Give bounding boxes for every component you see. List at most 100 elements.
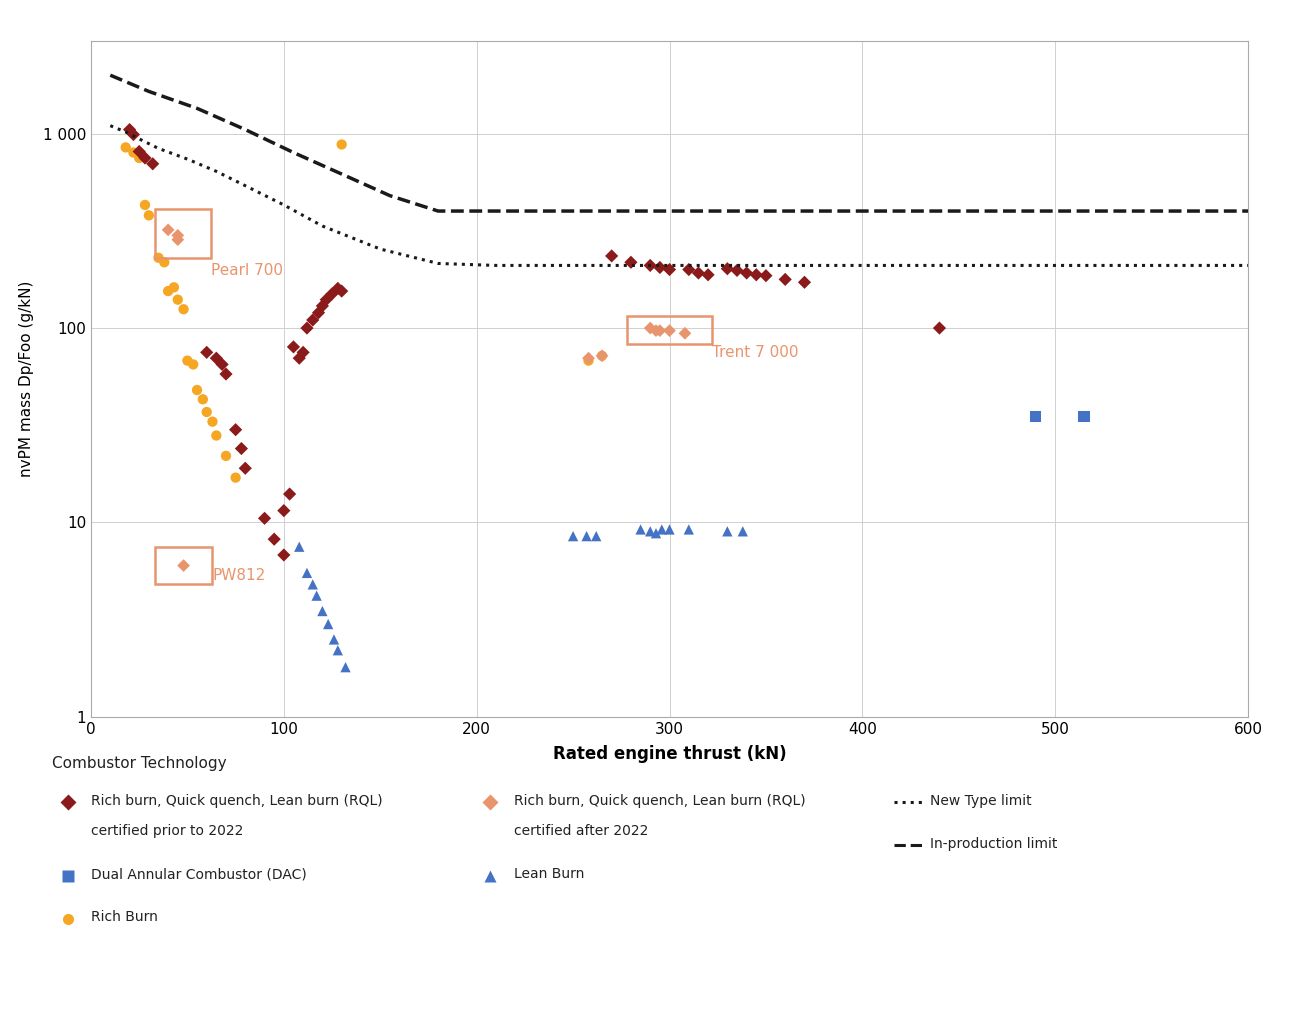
Point [231,440,252,457]
Text: Pearl 700: Pearl 700 [211,263,282,279]
Point [630,521,651,538]
Point [196,403,217,420]
Point [755,267,776,284]
Point [592,347,612,364]
Point [124,144,144,161]
Point [324,631,344,647]
Point [153,254,174,270]
Point [196,344,217,360]
Text: Trent 7 000: Trent 7 000 [712,345,798,359]
Point [303,312,324,329]
Point [157,221,178,238]
Point [646,525,667,542]
Point [675,325,696,341]
Point [296,564,317,581]
Point [659,521,680,538]
Point [296,319,317,336]
Text: PW812: PW812 [212,568,265,584]
Text: New Type limit: New Type limit [930,794,1031,808]
Point [124,126,144,142]
Point [592,347,612,364]
Text: certified after 2022: certified after 2022 [514,824,647,839]
Point [192,391,213,408]
Point [679,261,699,278]
Point [659,323,680,339]
Point [235,460,256,476]
Point [292,344,313,360]
Point [255,510,276,526]
Point [1026,409,1046,425]
Text: In-production limit: In-production limit [930,837,1057,851]
Point [586,528,607,545]
Point [225,469,246,485]
Point [688,265,709,282]
Point [139,207,160,223]
Point [794,274,815,291]
Point [732,523,753,540]
Point [135,150,156,166]
Point [187,382,208,398]
Point [640,257,660,273]
Point [335,659,356,676]
Point [1074,409,1095,425]
Point [679,521,699,538]
Point [135,197,156,213]
Point [116,139,136,156]
Point [736,265,757,282]
Point [718,523,738,540]
Point [205,350,226,367]
Point [120,122,140,138]
Point [640,319,660,336]
Point [576,528,597,545]
Point [205,427,226,443]
Point [173,557,194,573]
Point [578,352,599,369]
Point [168,231,188,248]
Point [212,356,233,373]
Point [646,323,667,339]
Point [578,350,599,367]
Point [312,603,333,620]
Point [930,319,950,336]
Point [308,304,329,321]
Point [273,503,294,519]
Bar [155,547,212,585]
Point [280,485,300,502]
Bar [155,209,211,258]
Text: certified prior to 2022: certified prior to 2022 [91,824,243,839]
Point [332,136,352,153]
Point [328,642,348,658]
Point [129,143,150,160]
Point [148,250,169,266]
Point [164,280,185,296]
Point [142,156,162,172]
Point [640,523,660,540]
Point [775,271,796,288]
Point [168,227,188,244]
Point [317,615,338,632]
Point [303,577,324,593]
Point [650,259,671,275]
Point [601,248,621,264]
Point [321,286,342,302]
Point [202,414,222,430]
Point [307,588,328,604]
Point [698,266,719,283]
Point [177,352,198,369]
Point [289,350,309,367]
Text: Rich burn, Quick quench, Lean burn (RQL): Rich burn, Quick quench, Lean burn (RQL) [514,794,805,808]
Point [129,150,150,166]
Point [173,301,194,317]
Point [157,283,178,299]
Text: Combustor Technology: Combustor Technology [52,756,226,771]
Point [283,339,304,355]
Point [620,254,641,270]
Point [273,547,294,563]
Point [332,283,352,299]
Point [650,323,671,339]
Text: Rich Burn: Rich Burn [91,910,157,925]
Point [718,260,738,276]
Point [727,262,747,279]
Point [289,539,309,555]
Point [312,298,333,314]
